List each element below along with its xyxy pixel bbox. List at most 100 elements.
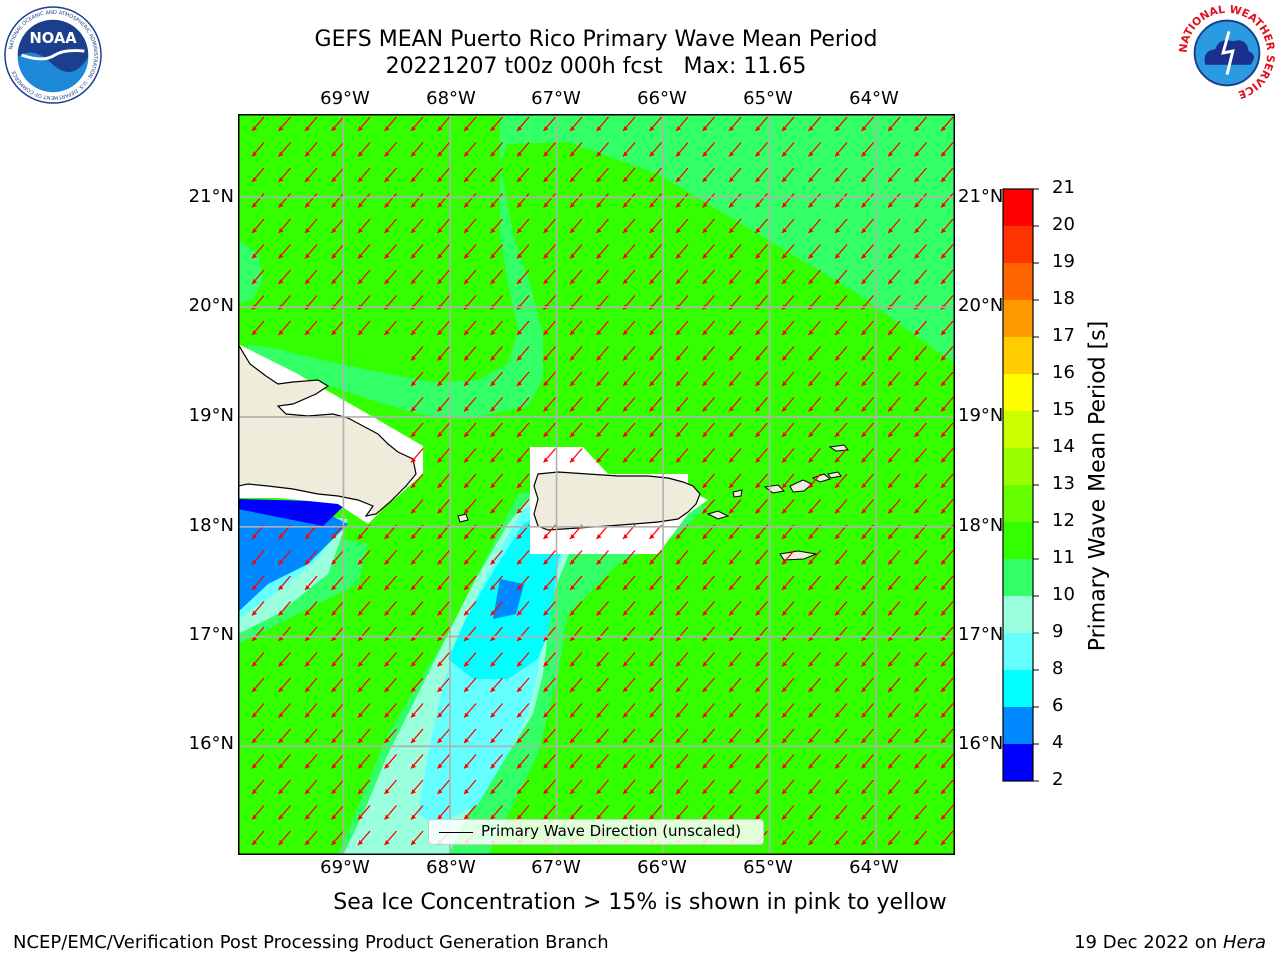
wave-arrow-672 <box>887 779 901 795</box>
wave-arrow-559 <box>755 677 768 693</box>
wave-arrow-691 <box>675 805 689 820</box>
wave-arrow-370 <box>755 499 768 514</box>
wave-arrow-251 <box>622 346 636 361</box>
wave-arrow-164 <box>304 269 318 285</box>
colorbar-tick-label-8: 13 <box>1052 473 1075 494</box>
wave-arrow-628 <box>437 754 450 769</box>
footer-left: NCEP/EMC/Verification Post Processing Pr… <box>13 932 609 953</box>
wave-arrow-75 <box>808 167 821 183</box>
wave-arrow-601 <box>437 728 450 744</box>
wave-arrow-479 <box>781 601 795 616</box>
wave-arrow-270 <box>569 371 583 387</box>
wave-arrow-609 <box>649 728 662 744</box>
colorbar-tick-label-13: 8 <box>1052 658 1064 679</box>
wave-arrow-671 <box>861 779 874 795</box>
wave-arrow-603 <box>490 728 503 744</box>
wave-arrow-233 <box>702 320 715 336</box>
wave-arrow-127 <box>755 218 768 234</box>
wave-arrow-166 <box>357 269 371 285</box>
wave-arrow-299 <box>781 397 795 412</box>
wave-arrow-304 <box>914 397 927 412</box>
wave-arrow-323 <box>861 422 874 438</box>
wave-arrow-670 <box>834 779 848 795</box>
wave-arrow-222 <box>410 320 424 336</box>
wave-arrow-315 <box>649 422 662 438</box>
wave-arrow-647 <box>940 754 954 769</box>
wave-arrow-683 <box>463 805 477 820</box>
wave-arrow-20 <box>781 116 795 132</box>
wave-arrow-110 <box>304 218 318 234</box>
wave-arrow-723 <box>808 830 821 846</box>
wave-arrow-261 <box>887 346 901 361</box>
wave-arrow-327 <box>410 448 424 463</box>
wave-arrow-411 <box>410 550 424 565</box>
wave-arrow-330 <box>490 448 503 463</box>
wave-arrow-614 <box>781 728 795 744</box>
wave-arrow-310 <box>516 422 530 438</box>
wave-arrow-613 <box>755 728 768 744</box>
wave-arrow-116 <box>463 218 477 234</box>
wave-arrow-74 <box>781 167 795 183</box>
wave-arrow-188 <box>940 269 954 285</box>
wave-arrow-122 <box>622 218 636 234</box>
wave-arrow-103 <box>834 193 848 208</box>
wave-arrow-699 <box>887 805 901 820</box>
wave-arrow-579 <box>569 703 583 718</box>
wave-arrow-340 <box>755 448 768 463</box>
wave-arrow-574 <box>437 703 450 718</box>
wave-arrow-687 <box>569 805 583 820</box>
wave-arrow-102 <box>808 193 821 208</box>
wave-arrow-36 <box>490 142 503 157</box>
land-puerto-rico <box>533 471 701 531</box>
wave-arrow-658 <box>516 779 530 795</box>
wave-arrow-695 <box>781 805 795 820</box>
wave-arrow-580 <box>596 703 609 718</box>
wave-arrow-643 <box>834 754 848 769</box>
wave-arrow-648 <box>251 779 265 795</box>
wave-arrow-627 <box>410 754 424 769</box>
wave-arrow-564 <box>887 677 901 693</box>
wave-arrow-268 <box>516 371 530 387</box>
wave-arrow-629 <box>463 754 477 769</box>
wave-arrow-265 <box>437 371 450 387</box>
wave-arrow-273 <box>649 371 662 387</box>
wave-arrow-597 <box>331 728 344 744</box>
wave-arrow-552 <box>569 677 583 693</box>
wave-arrow-611 <box>702 728 715 744</box>
wave-arrow-515 <box>304 652 318 667</box>
wave-arrow-297 <box>728 397 742 412</box>
colorbar-tick-label-11: 10 <box>1052 584 1075 605</box>
colorbar-tick-label-2: 19 <box>1052 251 1075 272</box>
wave-arrow-59 <box>384 167 397 183</box>
wave-arrow-651 <box>331 779 344 795</box>
wave-arrow-41 <box>622 142 636 157</box>
wave-arrow-474 <box>649 601 662 616</box>
wave-arrow-413 <box>463 550 477 565</box>
wave-arrow-168 <box>410 269 424 285</box>
wave-arrow-533 <box>781 652 795 667</box>
wave-arrow-326 <box>940 422 954 438</box>
wave-arrow-288 <box>490 397 503 412</box>
wave-arrow-239 <box>861 320 874 336</box>
wave-arrow-659 <box>543 779 556 795</box>
wave-arrow-314 <box>622 422 636 438</box>
wave-arrow-543 <box>331 677 344 693</box>
wave-arrow-178 <box>675 269 689 285</box>
wave-arrow-405 <box>251 550 265 565</box>
wave-arrow-51 <box>887 142 901 157</box>
wave-arrow-61 <box>437 167 450 183</box>
wave-arrow-161 <box>940 244 954 259</box>
wave-arrow-16 <box>675 116 689 132</box>
wave-arrow-656 <box>463 779 477 795</box>
wave-arrow-682 <box>437 805 450 820</box>
wave-arrow-621 <box>251 754 265 769</box>
wave-arrow-690 <box>649 805 662 820</box>
land-vieques <box>732 489 743 498</box>
wave-arrow-114 <box>410 218 424 234</box>
wave-arrow-291 <box>569 397 583 412</box>
wave-arrow-706 <box>357 830 371 846</box>
wave-arrow-646 <box>914 754 927 769</box>
wave-arrow-87 <box>410 193 424 208</box>
wave-arrow-66 <box>569 167 583 183</box>
wave-arrow-9 <box>490 116 503 132</box>
